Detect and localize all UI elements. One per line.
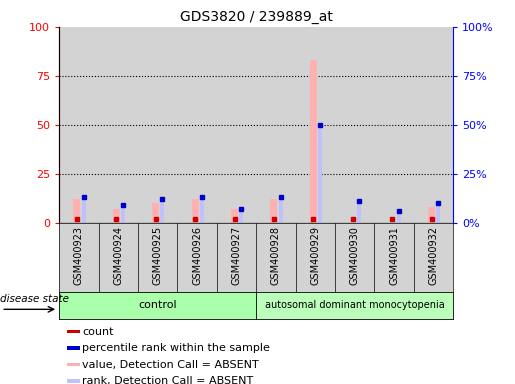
Bar [335, 27, 374, 223]
Bar [374, 27, 414, 223]
Bar [296, 27, 335, 223]
Bar [67, 363, 80, 366]
Bar [59, 27, 98, 223]
Bar [98, 27, 138, 223]
Bar [67, 379, 80, 382]
Bar [67, 346, 80, 350]
Bar [428, 207, 435, 223]
Bar [256, 27, 296, 223]
Text: GSM400931: GSM400931 [389, 226, 399, 285]
Bar [310, 60, 317, 223]
Text: disease state: disease state [0, 293, 69, 304]
Bar [239, 209, 243, 223]
Text: GSM400923: GSM400923 [74, 226, 84, 285]
Text: GSM400926: GSM400926 [192, 226, 202, 285]
Bar [152, 203, 159, 223]
Bar [74, 199, 80, 223]
Bar [67, 330, 80, 333]
Text: control: control [139, 300, 177, 310]
Text: GSM400925: GSM400925 [153, 226, 163, 285]
Bar [436, 203, 440, 223]
Bar [121, 205, 125, 223]
Bar [113, 209, 120, 223]
Bar [414, 27, 453, 223]
Text: count: count [82, 327, 114, 337]
Bar [270, 199, 278, 223]
Text: GSM400928: GSM400928 [271, 226, 281, 285]
Bar [138, 27, 177, 223]
Bar [217, 27, 256, 223]
Text: GSM400930: GSM400930 [350, 226, 359, 285]
Text: GSM400932: GSM400932 [428, 226, 438, 285]
Bar [318, 125, 322, 223]
Bar [397, 211, 401, 223]
Text: value, Detection Call = ABSENT: value, Detection Call = ABSENT [82, 359, 259, 369]
Text: percentile rank within the sample: percentile rank within the sample [82, 343, 270, 353]
Text: GSM400927: GSM400927 [232, 226, 242, 285]
Text: rank, Detection Call = ABSENT: rank, Detection Call = ABSENT [82, 376, 253, 384]
Bar [161, 199, 164, 223]
Bar [200, 197, 204, 223]
Text: GSM400924: GSM400924 [113, 226, 123, 285]
Bar [279, 197, 283, 223]
Bar [82, 197, 85, 223]
Bar [177, 27, 217, 223]
Bar [231, 209, 238, 223]
Bar [192, 199, 199, 223]
Bar [357, 201, 362, 223]
Text: GSM400929: GSM400929 [311, 226, 320, 285]
Title: GDS3820 / 239889_at: GDS3820 / 239889_at [180, 10, 333, 25]
Text: autosomal dominant monocytopenia: autosomal dominant monocytopenia [265, 300, 444, 310]
